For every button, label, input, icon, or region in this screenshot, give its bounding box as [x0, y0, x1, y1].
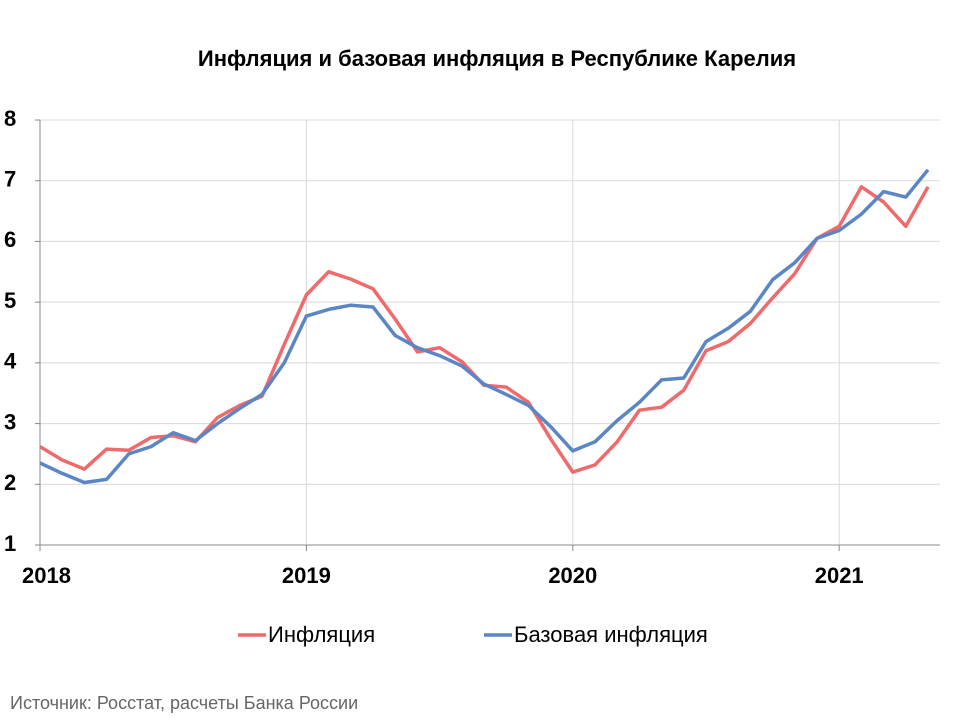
- x-tick-label: 2019: [282, 563, 331, 588]
- chart-title: Инфляция и базовая инфляция в Республике…: [198, 46, 796, 71]
- series-line: [39, 185, 930, 474]
- y-tick-label: 3: [4, 409, 16, 434]
- y-tick-label: 6: [4, 227, 16, 252]
- y-tick-label: 4: [4, 349, 17, 374]
- x-tick-label: 2021: [815, 563, 864, 588]
- y-tick-label: 8: [4, 106, 16, 131]
- x-tick-label: 2020: [548, 563, 597, 588]
- y-tick-label: 5: [4, 288, 16, 313]
- legend-label: Инфляция: [268, 622, 375, 647]
- x-tick-label: 2018: [22, 563, 71, 588]
- series-line: [39, 168, 930, 485]
- y-tick-label: 7: [4, 167, 16, 192]
- y-tick-label: 1: [4, 531, 16, 556]
- source-note: Источник: Росстат, расчеты Банка России: [10, 693, 358, 713]
- y-tick-label: 2: [4, 470, 16, 495]
- legend-label: Базовая инфляция: [514, 622, 708, 647]
